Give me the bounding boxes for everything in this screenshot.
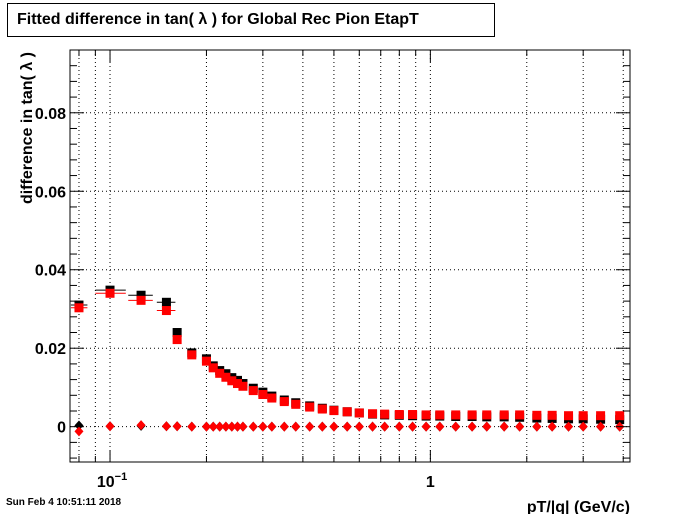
data-point-square	[215, 368, 225, 378]
data-point-diamond	[172, 421, 182, 432]
data-point-diamond	[74, 426, 84, 437]
data-point-square	[615, 411, 625, 421]
data-point-diamond	[408, 421, 418, 432]
data-point-diamond	[215, 421, 225, 432]
data-marks	[70, 285, 625, 437]
data-point-diamond	[267, 421, 277, 432]
chart-title: Fitted difference in tan( λ ) for Global…	[7, 3, 495, 37]
data-point-diamond	[394, 421, 404, 432]
data-point-diamond	[435, 421, 445, 432]
data-point-diamond	[136, 420, 146, 431]
data-point-square	[408, 410, 418, 420]
data-point-square	[227, 376, 237, 386]
y-tick-label: 0.06	[35, 184, 66, 201]
data-point-diamond	[291, 421, 301, 432]
y-tick-label: 0	[57, 420, 66, 437]
data-point-diamond	[342, 421, 352, 432]
data-point-square	[279, 397, 289, 407]
data-point-diamond	[368, 421, 378, 432]
data-point-square	[74, 303, 84, 313]
data-point-diamond	[317, 421, 327, 432]
data-point-diamond	[238, 421, 248, 432]
data-point-square	[394, 410, 404, 420]
data-point-diamond	[248, 421, 258, 432]
data-point-square	[564, 411, 574, 421]
data-point-square	[161, 306, 171, 316]
data-point-square	[368, 409, 378, 419]
data-point-square	[258, 390, 268, 400]
y-axis-title: difference in tan( λ )	[19, 52, 36, 204]
data-point-square	[515, 410, 525, 420]
y-tick-label: 0.02	[35, 341, 66, 358]
data-point-square	[267, 393, 277, 403]
data-point-diamond	[354, 421, 364, 432]
plot-frame	[69, 49, 631, 463]
data-point-diamond	[380, 421, 390, 432]
data-point-square	[187, 350, 197, 360]
grid-lines	[70, 50, 630, 462]
data-point-diamond	[105, 421, 115, 432]
data-point-square	[342, 407, 352, 417]
data-point-diamond	[482, 421, 492, 432]
data-point-diamond	[187, 421, 197, 432]
data-point-square	[232, 379, 242, 389]
data-point-square	[105, 288, 115, 298]
data-point-diamond	[532, 421, 542, 432]
data-point-diamond	[578, 421, 588, 432]
data-point-diamond	[221, 421, 231, 432]
timestamp: Sun Feb 4 10:51:11 2018	[6, 497, 122, 508]
data-point-diamond	[421, 421, 431, 432]
data-point-diamond	[547, 421, 557, 432]
data-point-square	[451, 410, 461, 420]
x-tick-label: 10−1	[97, 471, 127, 491]
data-point-diamond	[499, 421, 509, 432]
data-point-diamond	[74, 420, 84, 431]
data-point-diamond	[279, 421, 289, 432]
data-point-diamond	[201, 421, 211, 432]
data-point-square	[305, 402, 315, 412]
data-point-square	[329, 406, 339, 416]
data-point-diamond	[227, 421, 237, 432]
data-point-square	[596, 411, 606, 421]
data-point-diamond	[305, 421, 315, 432]
data-point-square	[172, 335, 182, 345]
data-point-diamond	[258, 421, 268, 432]
data-point-diamond	[232, 421, 242, 432]
data-point-square	[291, 399, 301, 409]
data-point-square	[221, 372, 231, 382]
data-point-square	[208, 363, 218, 373]
data-point-square	[499, 410, 509, 420]
data-point-diamond	[467, 421, 477, 432]
x-axis-title: pT/|q| (GeV/c)	[527, 499, 630, 514]
data-point-square	[136, 295, 146, 305]
data-point-diamond	[161, 421, 171, 432]
data-point-square	[161, 297, 171, 307]
data-point-diamond	[208, 421, 218, 432]
data-point-square	[238, 381, 248, 391]
y-tick-label: 0.08	[35, 106, 66, 123]
data-point-square	[532, 410, 542, 420]
x-tick-label: 1	[426, 474, 435, 491]
data-point-square	[354, 408, 364, 418]
data-point-square	[482, 410, 492, 420]
data-point-square	[380, 409, 390, 419]
data-point-square	[421, 410, 431, 420]
axes: 0 0.02 0.04 0.06 0.08 10−1 1	[35, 49, 631, 491]
data-point-square	[578, 411, 588, 421]
data-point-square	[201, 356, 211, 366]
y-tick-label: 0.04	[35, 263, 66, 280]
data-point-square	[172, 328, 182, 338]
data-point-square	[467, 410, 477, 420]
data-point-square	[547, 410, 557, 420]
data-point-diamond	[451, 421, 461, 432]
data-point-square	[317, 404, 327, 414]
data-point-square	[136, 290, 146, 300]
data-point-diamond	[596, 421, 606, 432]
data-point-diamond	[564, 421, 574, 432]
data-point-square	[248, 386, 258, 396]
data-point-square	[435, 410, 445, 420]
data-point-diamond	[329, 421, 339, 432]
data-point-diamond	[515, 421, 525, 432]
